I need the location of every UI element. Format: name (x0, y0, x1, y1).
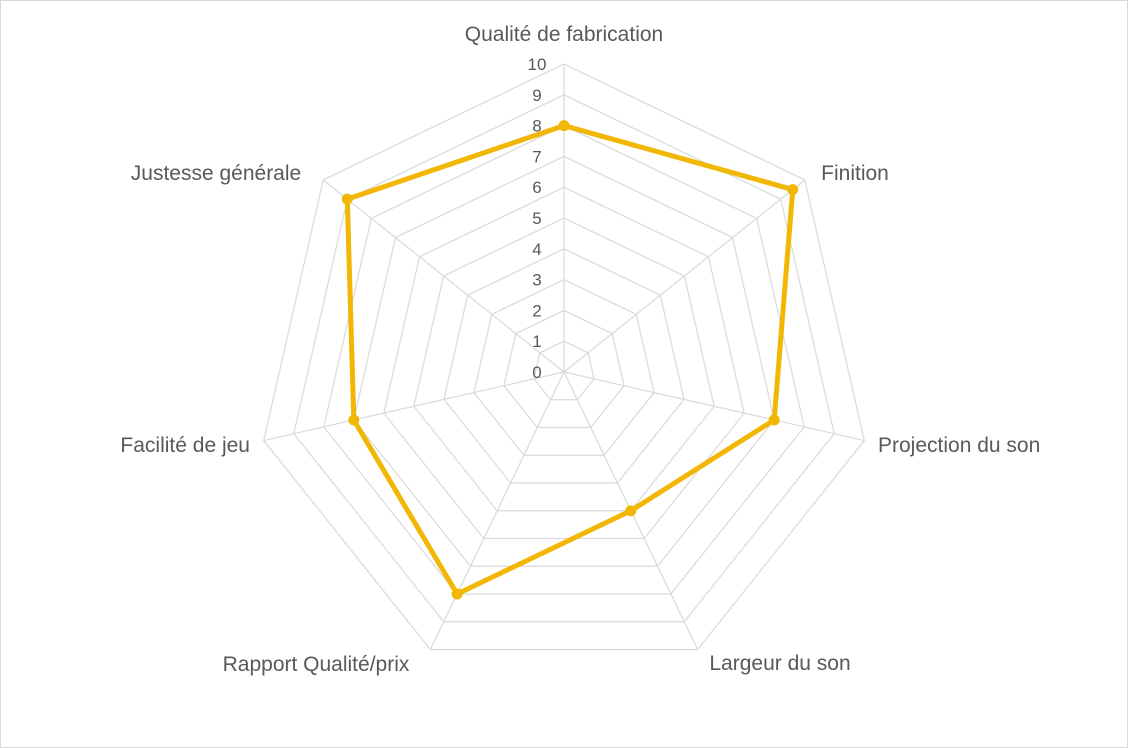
radial-tick-labels: 0 1 2 3 4 5 6 7 8 9 10 (528, 55, 547, 382)
spoke-line (322, 179, 565, 373)
spoke-line (563, 179, 806, 373)
radial-tick-label: 2 (532, 301, 541, 320)
category-label: Largeur du son (709, 652, 850, 675)
category-label: Projection du son (878, 434, 1040, 457)
spoke-line (563, 371, 865, 442)
data-point (558, 120, 570, 132)
data-point (625, 505, 637, 517)
spoke-line (263, 371, 565, 442)
category-label: Qualité de fabrication (465, 23, 663, 46)
radial-tick-label: 6 (532, 178, 541, 197)
radial-tick-label: 7 (532, 147, 541, 166)
gridline-level-1 (533, 340, 595, 401)
gridline-level-6 (383, 186, 745, 540)
spoke-layer (263, 64, 865, 650)
data-point (768, 414, 780, 426)
gridline-level-3 (473, 278, 655, 456)
radial-tick-label: 8 (532, 117, 541, 136)
category-label: Facilité de jeu (120, 434, 250, 457)
radial-tick-label: 1 (532, 332, 541, 351)
category-label: Rapport Qualité/prix (223, 653, 410, 676)
spoke-line (429, 371, 565, 650)
data-point (787, 184, 799, 196)
category-label: Justesse générale (131, 162, 301, 185)
data-point (341, 193, 353, 205)
series-line (344, 123, 796, 597)
category-label: Finition (821, 162, 889, 185)
gridline-level-8 (323, 124, 805, 595)
gridline-level-10 (263, 63, 865, 651)
gridline-level-7 (353, 155, 775, 567)
gridline-level-5 (413, 217, 715, 512)
category-labels: Qualité de fabrication Finition Projection… (120, 23, 1040, 676)
data-point (348, 414, 360, 426)
radial-tick-label: 9 (532, 86, 541, 105)
radial-tick-label: 10 (528, 55, 547, 74)
series-layer (341, 120, 799, 600)
gridline-level-4 (443, 248, 685, 484)
gridline-level-2 (503, 309, 625, 429)
radial-tick-label: 0 (532, 363, 541, 382)
radial-tick-label: 4 (532, 240, 541, 259)
radial-tick-label: 5 (532, 209, 541, 228)
data-point (451, 588, 463, 600)
radial-tick-label: 3 (532, 271, 541, 290)
